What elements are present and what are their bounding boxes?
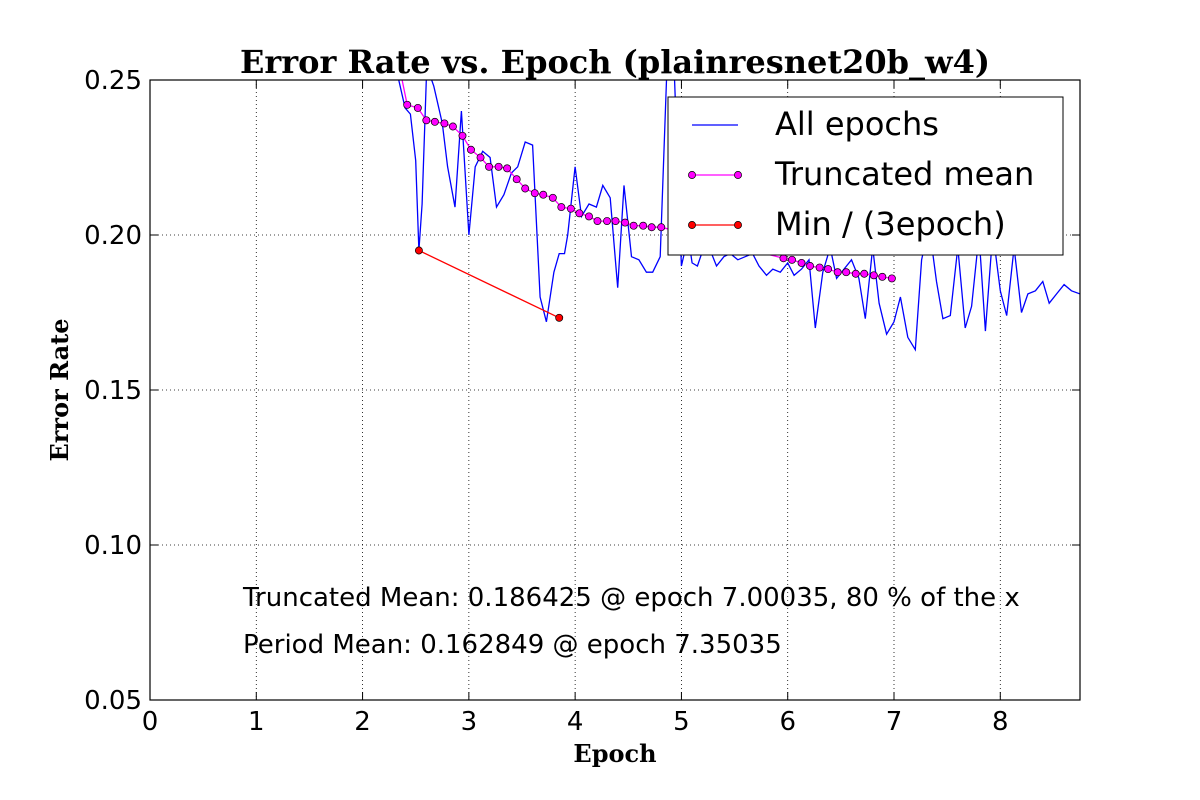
series-line (418, 249, 560, 319)
series-1 (401, 80, 896, 283)
data-point (647, 223, 656, 232)
data-point (639, 221, 648, 230)
legend-box (667, 96, 1064, 256)
legend-label: Truncated mean (774, 155, 1034, 193)
data-point (539, 190, 548, 199)
data-point (458, 131, 467, 140)
x-tick-label: 2 (354, 707, 371, 737)
data-point (557, 203, 566, 212)
data-point (833, 268, 842, 277)
legend-label: Min / (3epoch) (775, 205, 1006, 243)
y-tick-label: 0.25 (84, 66, 142, 96)
data-point (530, 189, 539, 198)
data-point (430, 117, 439, 126)
data-point (440, 119, 449, 128)
data-point (503, 164, 512, 173)
data-point (555, 313, 564, 322)
data-point (585, 212, 593, 221)
data-point (878, 272, 887, 281)
data-point (887, 274, 896, 283)
x-tick-label: 1 (248, 707, 265, 737)
data-point (779, 254, 788, 263)
data-point (521, 184, 530, 193)
y-axis-label: Error Rate (45, 319, 74, 462)
data-point (603, 217, 611, 225)
data-point (575, 209, 584, 218)
data-point (657, 223, 666, 232)
data-point (797, 258, 806, 267)
legend-marker (688, 171, 696, 179)
data-point (860, 269, 869, 278)
legend: All epochs Truncated mean Min / (3epoch) (667, 96, 1064, 256)
data-point (566, 204, 575, 213)
x-tick-label: 8 (992, 707, 1009, 737)
data-point (414, 246, 423, 255)
y-tick-label: 0.15 (84, 376, 142, 406)
x-tick-label: 4 (567, 707, 584, 737)
y-tick-label: 0.10 (84, 531, 142, 561)
data-point (869, 271, 878, 280)
y-tick-label: 0.20 (84, 221, 142, 251)
data-point (629, 221, 638, 230)
data-point (467, 145, 475, 154)
legend-marker (734, 171, 742, 179)
x-tick-label: 5 (673, 707, 690, 737)
data-point (512, 175, 521, 184)
data-point (593, 217, 602, 225)
data-point (842, 268, 851, 277)
x-axis-label: Epoch (573, 739, 656, 768)
data-point (476, 153, 485, 162)
grid-lines (150, 80, 1080, 700)
data-point (448, 122, 457, 131)
data-point (621, 218, 630, 227)
data-point (494, 162, 503, 171)
x-tick-label: 0 (142, 707, 159, 737)
data-point (815, 263, 824, 272)
data-point (824, 265, 833, 274)
y-tick-label: 0.05 (84, 686, 142, 716)
legend-marker (734, 221, 742, 229)
chart-title: Error Rate vs. Epoch (plainresnet20b_w4) (240, 43, 990, 81)
x-tick-label: 6 (779, 707, 796, 737)
annotation-truncated-mean: Truncated Mean: 0.186425 @ epoch 7.00035… (242, 583, 1020, 613)
legend-label: All epochs (775, 105, 939, 143)
x-tick-label: 7 (886, 707, 903, 737)
data-point (422, 116, 431, 125)
data-point (485, 162, 494, 171)
data-point (403, 100, 412, 109)
annotation-period-mean: Period Mean: 0.162849 @ epoch 7.35035 (243, 630, 782, 660)
x-tick-label: 3 (461, 707, 478, 737)
axis-ticks: 0 1 2 3 4 5 6 7 8 0.05 0.10 0.15 0.20 0.25 (84, 66, 1080, 737)
annotations: Truncated Mean: 0.186425 @ epoch 7.00035… (242, 583, 1020, 660)
legend-marker (688, 221, 696, 229)
series-2 (414, 246, 564, 322)
data-point (851, 269, 860, 278)
data-point (611, 217, 620, 225)
data-point (788, 255, 796, 264)
data-point (548, 193, 557, 202)
data-point (413, 103, 422, 112)
data-point (806, 262, 814, 270)
